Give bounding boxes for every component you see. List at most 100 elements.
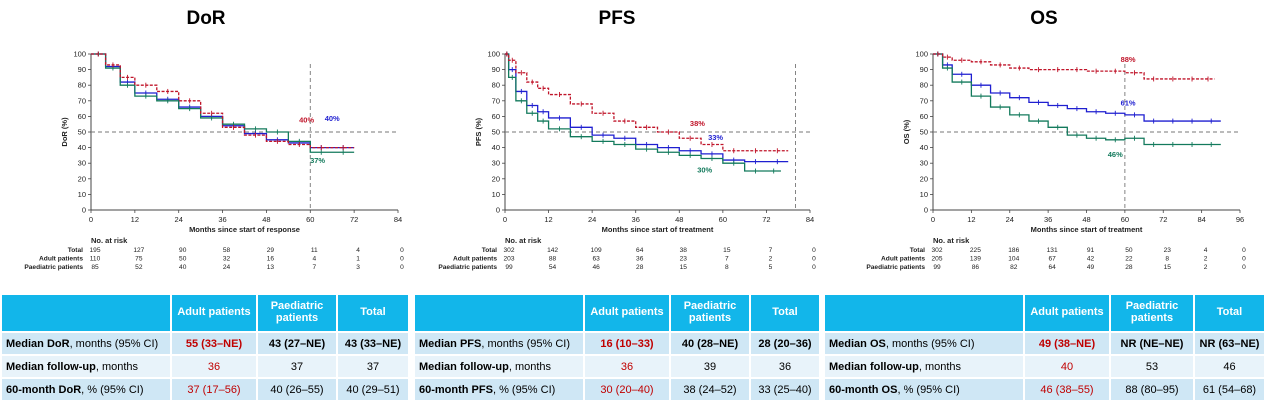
risk-value-paediatric: 40 [179, 264, 187, 271]
x-tick-label: 48 [1082, 215, 1090, 224]
risk-row-label-total: Total [482, 247, 497, 254]
risk-value-paediatric: 46 [592, 264, 600, 271]
x-tick-label: 36 [218, 215, 226, 224]
risk-table-header: No. at risk [91, 236, 128, 245]
y-tick-label: 100 [73, 50, 86, 59]
x-tick-label: 48 [675, 215, 683, 224]
risk-value-paediatric: 3 [356, 264, 360, 271]
risk-value-adult: 205 [931, 256, 942, 263]
risk-value-paediatric: 24 [223, 264, 231, 271]
risk-value-total: 91 [1087, 247, 1095, 254]
risk-value-paediatric: 0 [1242, 264, 1246, 271]
cell-adult: 46 (38–55) [1023, 377, 1111, 402]
cell-adult: 36 [583, 354, 671, 379]
risk-value-total: 0 [812, 247, 816, 254]
annotation-total: 40% [325, 114, 340, 123]
risk-value-paediatric: 64 [1048, 264, 1056, 271]
x-tick-label: 36 [1044, 215, 1052, 224]
y-tick-label: 30 [920, 159, 928, 168]
y-tick-label: 40 [78, 143, 86, 152]
risk-value-paediatric: 2 [1204, 264, 1208, 271]
risk-value-total: 11 [311, 247, 318, 254]
cell-adult: 30 (20–40) [583, 377, 671, 402]
row-label: Median PFS, months (95% CI) [413, 331, 585, 356]
table-row: Median DoR, months (95% CI) 55 (33–NE) 4… [0, 331, 410, 356]
risk-value-paediatric: 54 [549, 264, 557, 271]
cell-paediatric: 43 (27–NE) [256, 331, 338, 356]
table-row: 60-month DoR, % (95% CI) 37 (17–56) 40 (… [0, 377, 410, 402]
cell-total: 28 (20–36) [749, 331, 821, 356]
x-tick-label: 0 [503, 215, 507, 224]
y-tick-label: 40 [492, 143, 500, 152]
row-label: 60-month OS, % (95% CI) [823, 377, 1025, 402]
risk-value-total: 302 [503, 247, 514, 254]
risk-value-total: 142 [547, 247, 558, 254]
y-tick-label: 90 [78, 65, 86, 74]
cell-adult: 49 (38–NE) [1023, 331, 1111, 356]
x-tick-label: 36 [632, 215, 640, 224]
y-tick-label: 60 [920, 112, 928, 121]
x-tick-label: 72 [762, 215, 770, 224]
row-label: Median follow-up, months [413, 354, 585, 379]
y-tick-label: 80 [492, 81, 500, 90]
risk-value-adult: 0 [812, 256, 816, 263]
annotation-adult: 37% [310, 156, 325, 165]
annotation-paediatric: 40% [299, 116, 314, 125]
table-header-total: Total [749, 293, 821, 333]
cell-paediatric: 40 (26–55) [256, 377, 338, 402]
cell-paediatric: NR (NE–NE) [1109, 331, 1195, 356]
cell-adult: 16 (10–33) [583, 331, 671, 356]
risk-value-adult: 0 [1242, 256, 1246, 263]
km-curve-total [933, 53, 1221, 122]
risk-value-total: 15 [723, 247, 731, 254]
risk-value-paediatric: 0 [812, 264, 816, 271]
y-tick-label: 0 [82, 206, 86, 215]
risk-value-adult: 63 [592, 256, 600, 263]
x-tick-label: 24 [175, 215, 183, 224]
risk-row-label-adult: Adult patients [881, 256, 925, 263]
table-header-paediatric: Paediatric patients [256, 293, 338, 333]
risk-value-total: 4 [1204, 247, 1208, 254]
x-tick-label: 0 [89, 215, 93, 224]
cell-total: 43 (33–NE) [336, 331, 410, 356]
risk-value-paediatric: 86 [972, 264, 980, 271]
risk-row-label-paediatric: Paediatric patients [866, 264, 925, 271]
risk-value-total: 29 [267, 247, 275, 254]
table-header-blank [0, 293, 172, 333]
risk-value-total: 7 [769, 247, 773, 254]
risk-value-paediatric: 5 [769, 264, 773, 271]
y-tick-label: 20 [492, 174, 500, 183]
y-tick-label: 0 [924, 206, 928, 215]
risk-value-adult: 32 [223, 256, 231, 263]
table-row: Median follow-up, months 36 39 36 [413, 354, 821, 379]
summary-table-dor: Adult patients Paediatric patients Total… [0, 293, 410, 402]
y-tick-label: 20 [920, 174, 928, 183]
risk-value-adult: 7 [725, 256, 729, 263]
y-tick-label: 50 [78, 128, 86, 137]
y-tick-label: 10 [920, 190, 928, 199]
risk-value-adult: 1 [356, 256, 360, 263]
y-tick-label: 50 [492, 128, 500, 137]
risk-value-paediatric: 99 [933, 264, 941, 271]
summary-table-pfs: Adult patients Paediatric patients Total… [413, 293, 821, 402]
y-tick-label: 10 [492, 190, 500, 199]
risk-value-paediatric: 99 [505, 264, 513, 271]
risk-value-total: 127 [133, 247, 144, 254]
y-tick-label: 50 [920, 128, 928, 137]
table-row: Median follow-up, months 40 53 46 [823, 354, 1266, 379]
risk-value-adult: 8 [1165, 256, 1169, 263]
risk-value-paediatric: 82 [1010, 264, 1018, 271]
risk-row-label-paediatric: Paediatric patients [24, 264, 83, 271]
annotation-paediatric: 38% [690, 119, 705, 128]
risk-value-adult: 2 [769, 256, 773, 263]
risk-value-paediatric: 28 [636, 264, 644, 271]
table-row: Median follow-up, months 36 37 37 [0, 354, 410, 379]
y-tick-label: 90 [920, 65, 928, 74]
y-tick-label: 70 [78, 96, 86, 105]
table-row: Median OS, months (95% CI) 49 (38–NE) NR… [823, 331, 1266, 356]
risk-value-paediatric: 15 [1164, 264, 1172, 271]
y-tick-label: 80 [920, 81, 928, 90]
risk-value-adult: 203 [503, 256, 514, 263]
table-header-paediatric: Paediatric patients [1109, 293, 1195, 333]
risk-value-paediatric: 28 [1125, 264, 1133, 271]
